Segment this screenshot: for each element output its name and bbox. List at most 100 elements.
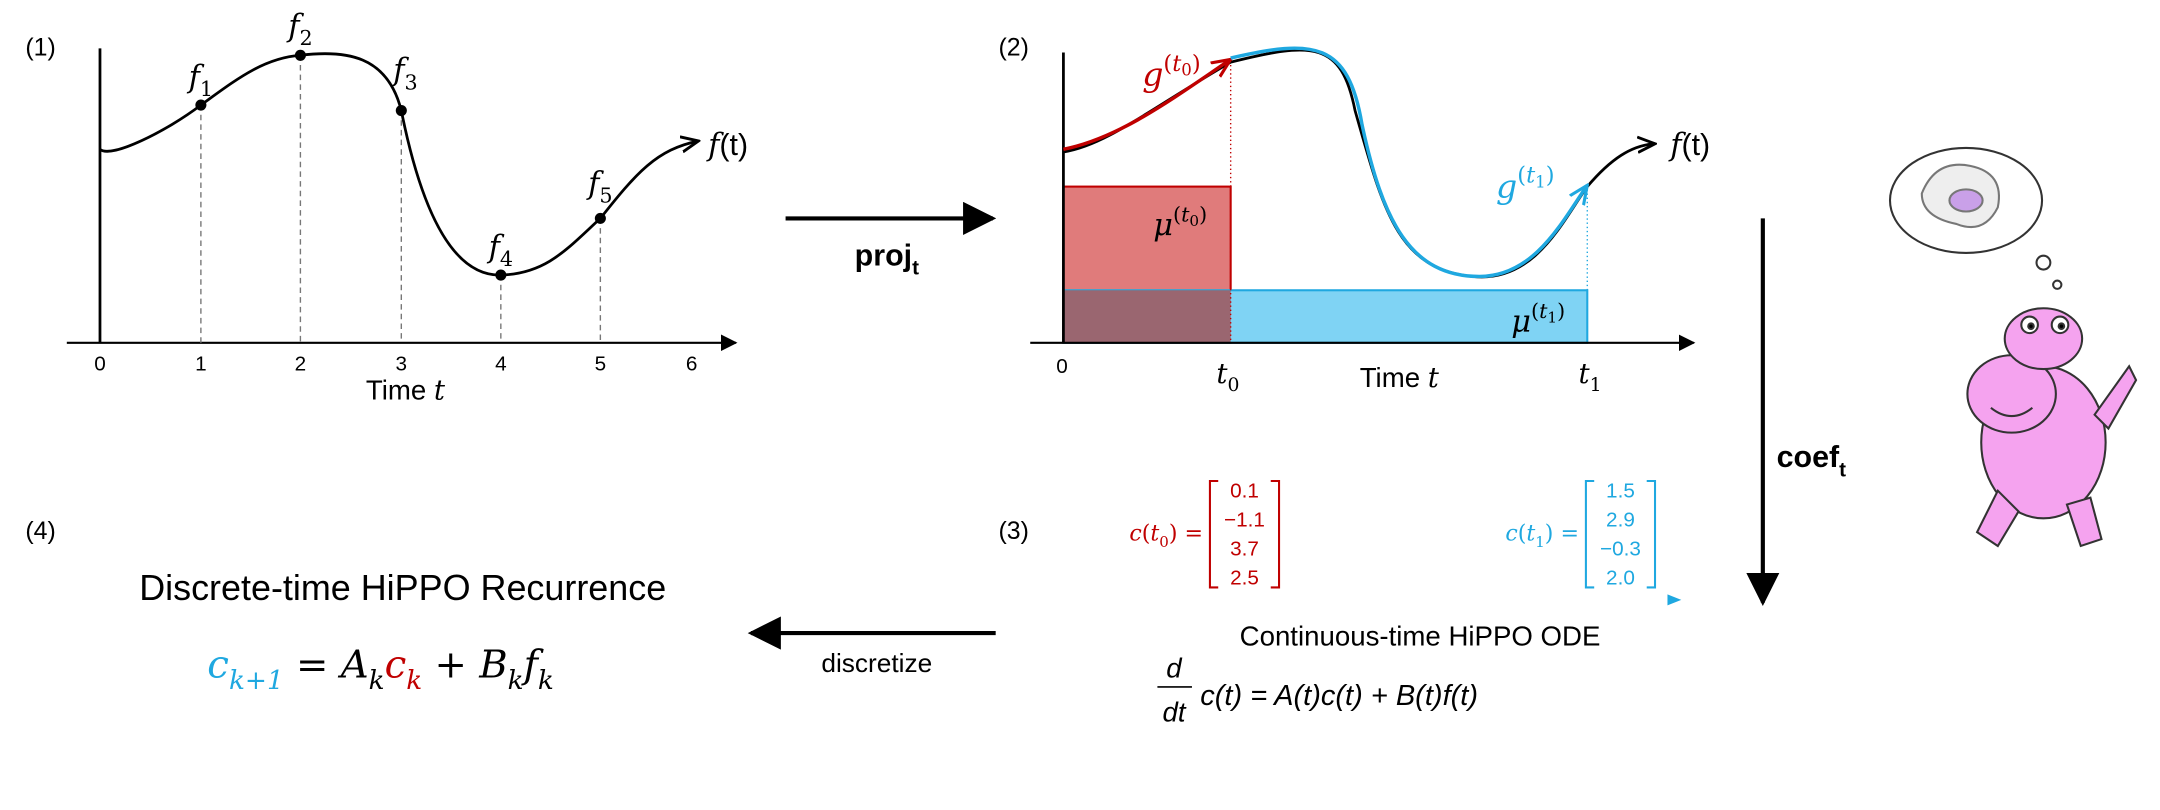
math-run: c [207, 642, 229, 687]
math-run: ( [1163, 51, 1172, 77]
mu-t0-label: μ(t0) [1153, 202, 1207, 243]
math-run: 0 [1227, 375, 1239, 396]
panel-label: (4) [25, 517, 55, 545]
math-run: A [338, 642, 369, 687]
vector-entry: 2.0 [1606, 567, 1635, 590]
point-label: f2 [286, 9, 312, 50]
ode-equation: c(t) = A(t)c(t) + B(t)f(t) [1200, 680, 1478, 712]
panel-2 [1030, 46, 1696, 352]
x-tick-label: 0 [94, 352, 106, 375]
math-run: g [1142, 55, 1163, 94]
point-label: f5 [586, 167, 612, 208]
math-run: ( [1142, 520, 1151, 546]
t1-label: t1 [1579, 357, 1602, 396]
vector-entry: 0.1 [1230, 480, 1259, 503]
math-run: ( [1531, 299, 1539, 323]
sample-points [195, 49, 606, 281]
math-run: k [508, 666, 524, 696]
math-run: t [1172, 51, 1182, 77]
math-run: g [1496, 167, 1517, 206]
math-run: t [1526, 163, 1536, 189]
t0-label: t0 [1216, 357, 1239, 396]
panel-3 [1092, 479, 1682, 688]
drop-lines [200, 55, 602, 343]
g-t1-label: g(t1) [1496, 163, 1554, 206]
math-run: ( [1518, 520, 1527, 546]
math-run: = [284, 642, 341, 687]
math-run: t [1150, 520, 1159, 546]
x-tick-label: 4 [495, 352, 507, 375]
math-run: 1 [1535, 533, 1545, 551]
projection-t0 [1063, 59, 1230, 151]
point-label: f3 [391, 53, 417, 94]
math-run: ) [1199, 202, 1207, 226]
math-run: 0 [1181, 61, 1192, 80]
x-tick-label: 2 [295, 352, 307, 375]
math-run: 1 [1535, 173, 1546, 192]
vector-entry: −1.1 [1224, 509, 1265, 532]
math-run: k [369, 666, 385, 696]
coef-label: coeft [1777, 440, 1847, 481]
vector-entry: −0.3 [1600, 538, 1641, 561]
panel-label: (2) [998, 33, 1028, 61]
fraction-den: dt [1162, 697, 1186, 728]
math-run: t [1839, 458, 1846, 481]
math-run: proj [855, 238, 912, 272]
vector-entry: 2.9 [1606, 509, 1635, 532]
math-run: k+1 [229, 666, 284, 696]
math-run: (t) [1681, 128, 1710, 162]
vector-entry: 1.5 [1606, 480, 1635, 503]
panel-label: (1) [25, 33, 55, 61]
gradient-head [1667, 594, 1682, 606]
math-run: t [1539, 299, 1548, 323]
math-run: t [1216, 357, 1228, 390]
c-t0-label: c(t0) = [1129, 520, 1203, 551]
ode-title: Continuous-time HiPPO ODE [1240, 621, 1601, 652]
math-run: k [538, 666, 554, 696]
math-run: k [406, 666, 422, 696]
math-run: ) [1192, 51, 1201, 77]
math-run: t [434, 373, 446, 406]
vector-entry: 3.7 [1230, 538, 1259, 561]
point-label: f4 [487, 230, 513, 271]
math-run: 0 [1159, 533, 1169, 551]
math-run: t [1428, 361, 1440, 394]
proj-label: projt [855, 238, 919, 279]
projection-t1 [1230, 46, 1588, 279]
measure-overlap [1063, 290, 1231, 343]
math-run: 1 [1590, 375, 1602, 396]
math-run: ) [1557, 299, 1565, 323]
g-t0-label: g(t0) [1142, 51, 1200, 94]
math-run: (t) [719, 128, 748, 162]
x-tick-label: 6 [686, 352, 698, 375]
curve-label: f(t) [1668, 128, 1710, 163]
math-run: ) = [1545, 520, 1579, 546]
math-run: 5 [599, 184, 612, 208]
math-run: c [385, 642, 407, 687]
math-run: c [1505, 520, 1517, 546]
math-run: μ [1153, 208, 1173, 243]
recurrence-title: Discrete-time HiPPO Recurrence [139, 567, 666, 608]
math-run: c [1129, 520, 1141, 546]
math-run: 0 [1189, 212, 1199, 230]
curve-label: f(t) [706, 128, 748, 163]
math-run: 2 [299, 26, 312, 50]
recurrence-equation: ck+1 = Akck + Bkfk [207, 642, 554, 696]
math-run: t [1579, 357, 1591, 390]
math-run: coef [1777, 440, 1840, 474]
bracket-t0 [1208, 479, 1281, 589]
math-run: ( [1173, 202, 1181, 226]
math-run: ( [1517, 163, 1526, 189]
point-label: f1 [187, 60, 213, 101]
panel-label: (3) [998, 517, 1028, 545]
math-run: + [422, 642, 479, 687]
x-axis-label: Time t [366, 373, 446, 406]
math-run: 3 [405, 70, 418, 94]
hippo-illustration [1888, 146, 2138, 548]
math-run: B [478, 642, 507, 687]
fraction-num: d [1166, 652, 1183, 683]
x-tick-label: 0 [1056, 355, 1068, 378]
x-tick-label: 5 [595, 352, 607, 375]
x-tick-label: 3 [396, 352, 408, 375]
x-tick-label: 1 [195, 352, 207, 375]
